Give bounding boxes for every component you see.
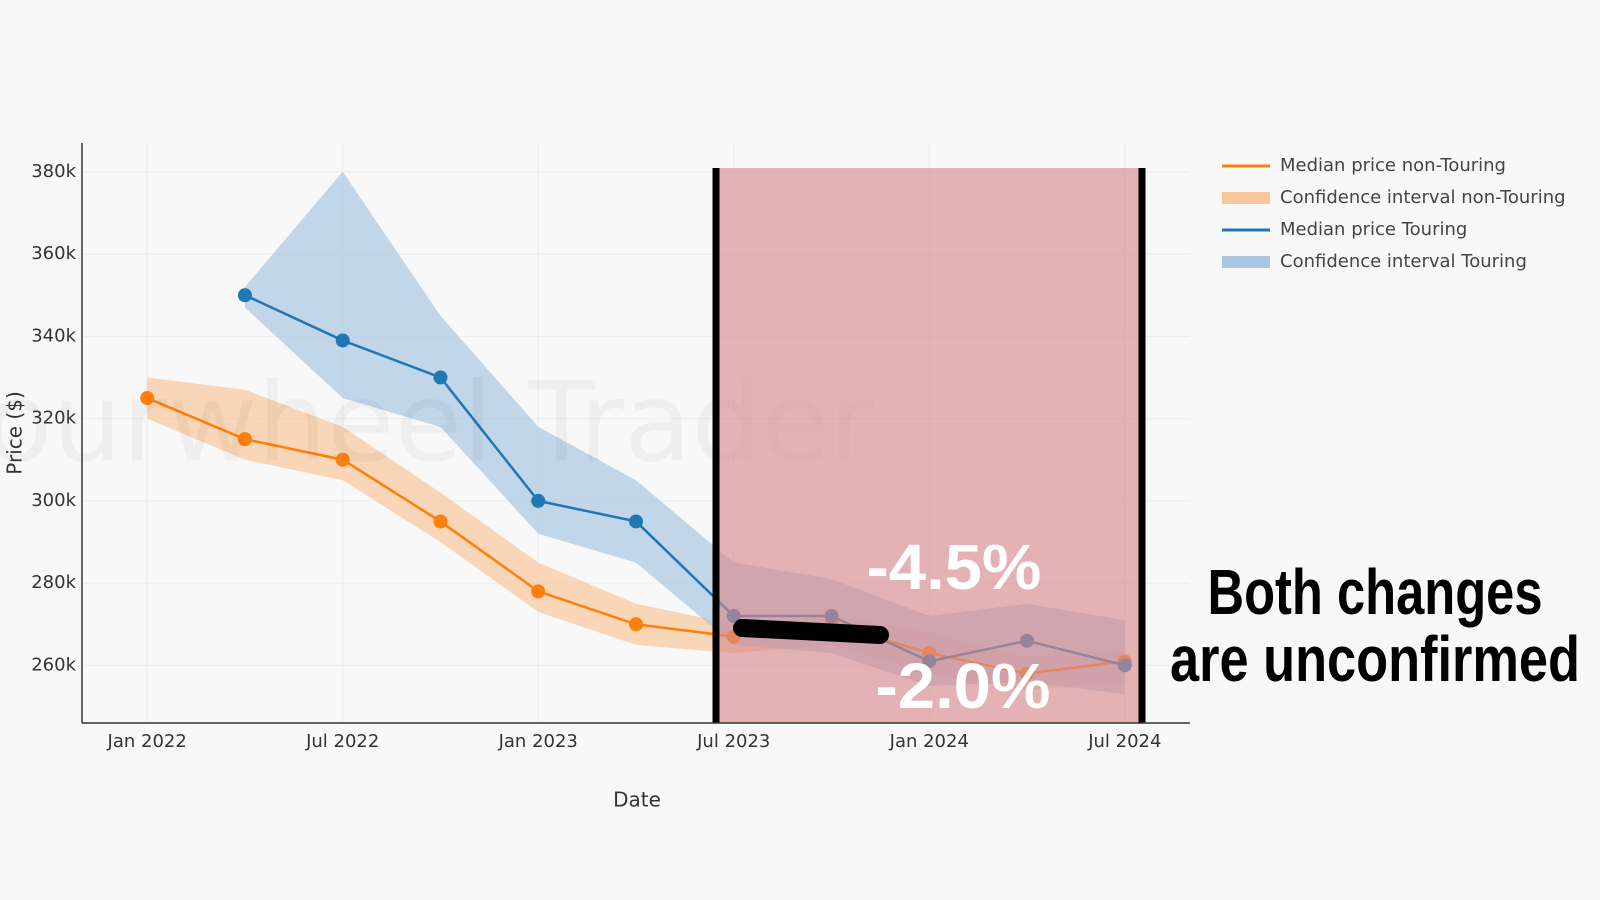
data-point [433, 514, 448, 529]
data-point [531, 493, 546, 508]
legend-label: Confidence interval non-Touring [1280, 187, 1566, 208]
legend-label: Confidence interval Touring [1280, 251, 1527, 272]
y-tick-label: 260k [31, 654, 76, 675]
x-axis-title: Date [613, 788, 661, 812]
data-point [237, 432, 252, 447]
marker-stroke [733, 619, 889, 644]
caption: Both changes [1208, 556, 1543, 628]
data-point [237, 288, 252, 303]
data-point [433, 370, 448, 385]
data-point [140, 391, 155, 406]
y-tick-label: 340k [31, 325, 76, 346]
x-tick-label: Jul 2022 [305, 731, 379, 752]
data-point [629, 514, 643, 529]
caption: are unconfirmed [1170, 623, 1580, 695]
legend-swatch [1222, 256, 1270, 268]
data-point [531, 584, 546, 599]
x-tick-label: Jul 2023 [696, 731, 770, 752]
y-tick-label: 280k [31, 572, 76, 593]
x-tick-label: Jan 2024 [889, 731, 969, 752]
data-point [335, 452, 350, 467]
x-tick-label: Jul 2024 [1087, 731, 1161, 752]
data-point [335, 333, 350, 348]
x-tick-label: Jan 2023 [498, 731, 578, 752]
highlight-region [714, 168, 1143, 723]
y-tick-label: 320k [31, 408, 76, 429]
legend-swatch [1222, 192, 1270, 204]
annotation: -2.0% [876, 650, 1051, 722]
legend-label: Median price non-Touring [1280, 155, 1506, 176]
y-axis-title: Price ($) [3, 391, 27, 474]
annotation: -4.5% [867, 531, 1042, 603]
data-point [629, 617, 643, 632]
y-tick-label: 300k [31, 490, 76, 511]
legend-label: Median price Touring [1280, 219, 1467, 240]
x-tick-label: Jan 2022 [107, 731, 187, 752]
y-tick-label: 360k [31, 243, 76, 264]
y-tick-label: 380k [31, 161, 76, 182]
